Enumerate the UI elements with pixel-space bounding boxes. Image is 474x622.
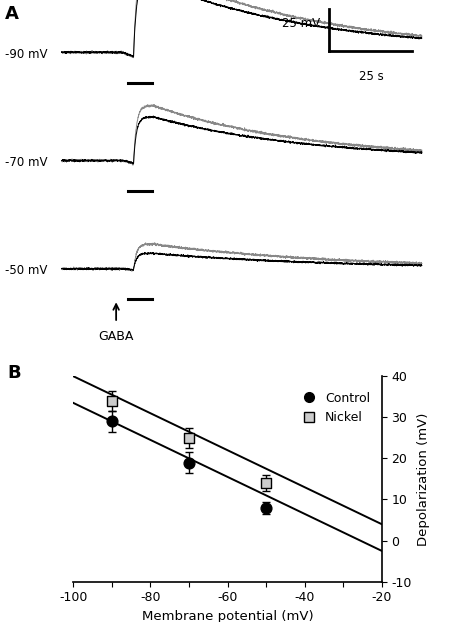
Text: -50 mV: -50 mV — [5, 264, 47, 277]
Point — [108, 417, 116, 427]
Text: -90 mV: -90 mV — [5, 48, 47, 60]
Text: B: B — [7, 364, 21, 382]
Point — [262, 478, 270, 488]
Point — [185, 458, 193, 468]
X-axis label: Membrane potential (mV): Membrane potential (mV) — [142, 610, 313, 622]
Text: 25 s: 25 s — [358, 70, 383, 83]
Legend: Control, Nickel: Control, Nickel — [292, 387, 375, 429]
Y-axis label: Depolarization (mV): Depolarization (mV) — [417, 412, 430, 545]
Point — [262, 503, 270, 513]
Text: -70 mV: -70 mV — [5, 156, 47, 169]
Point — [108, 396, 116, 406]
Point — [185, 433, 193, 443]
Text: GABA: GABA — [99, 330, 134, 343]
Text: 25 mV: 25 mV — [282, 17, 320, 30]
Text: A: A — [5, 6, 18, 24]
